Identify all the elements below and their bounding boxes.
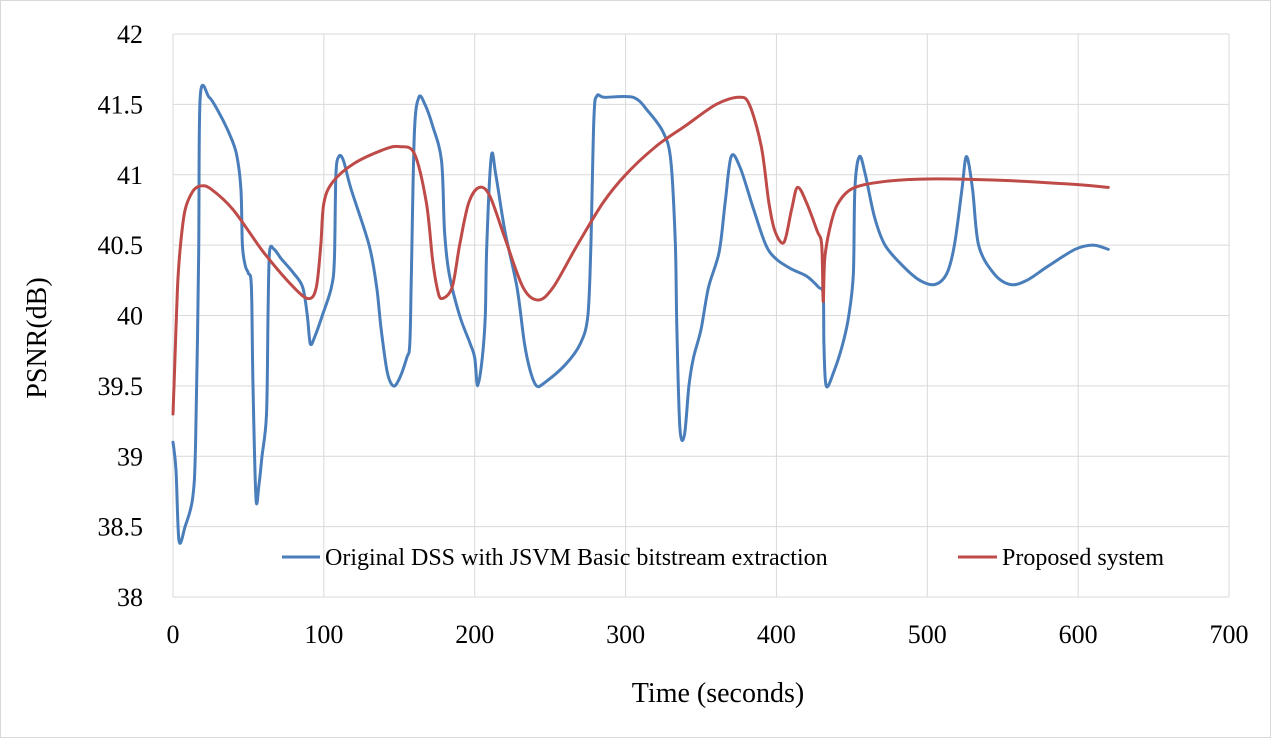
y-tick-label: 41 (117, 161, 143, 190)
y-axis-title: PSNR(dB) (22, 277, 53, 398)
x-tick-label: 300 (606, 620, 645, 649)
y-tick-label: 39.5 (98, 372, 144, 401)
y-tick-label: 41.5 (98, 90, 144, 119)
y-tick-label: 40.5 (98, 231, 144, 260)
x-tick-label: 0 (167, 620, 180, 649)
x-tick-label: 500 (908, 620, 947, 649)
y-tick-label: 40 (117, 302, 143, 331)
series-lines (171, 83, 1110, 545)
x-axis-title: Time (seconds) (632, 678, 804, 709)
y-tick-label: 38.5 (98, 513, 144, 542)
x-tick-label: 600 (1059, 620, 1098, 649)
x-tick-label: 200 (455, 620, 494, 649)
y-tick-label: 42 (117, 20, 143, 49)
legend-label-original-dss: Original DSS with JSVM Basic bitstream e… (325, 545, 828, 571)
series-line-proposed-system (171, 95, 1110, 416)
legend-label-proposed-system: Proposed system (1002, 545, 1164, 571)
legend: Original DSS with JSVM Basic bitstream e… (282, 545, 1164, 571)
y-tick-labels: 38 38.5 39 39.5 40 40.5 41 41.5 42 (98, 20, 144, 612)
x-tick-label: 100 (304, 620, 343, 649)
x-tick-label: 400 (757, 620, 796, 649)
y-tick-label: 38 (117, 583, 143, 612)
x-tick-labels: 0 100 200 300 400 500 600 700 (167, 620, 1249, 649)
x-tick-label: 700 (1210, 620, 1249, 649)
y-tick-label: 39 (117, 442, 143, 471)
gridlines (172, 33, 1230, 598)
series-line-original-dss (171, 83, 1110, 545)
